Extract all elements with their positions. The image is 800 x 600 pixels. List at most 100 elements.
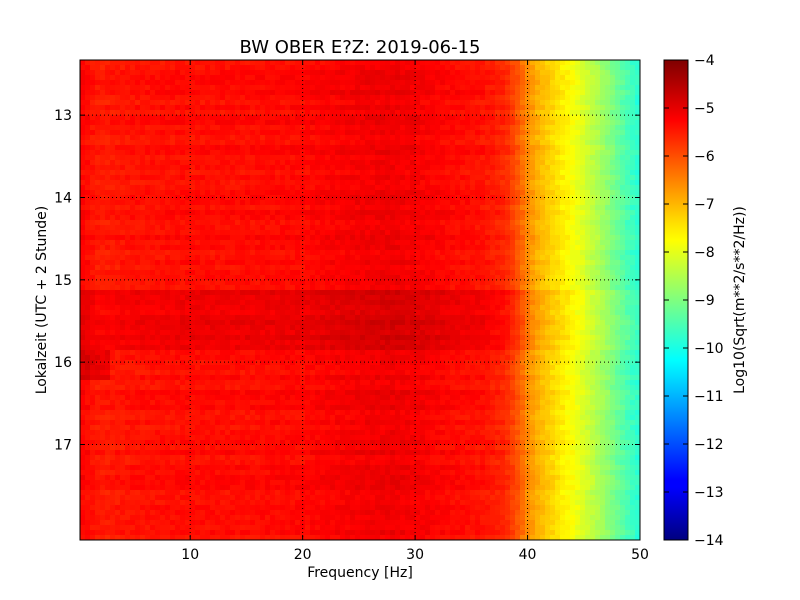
heatmap-cell	[160, 185, 166, 191]
heatmap-cell	[395, 110, 401, 116]
heatmap-cell	[115, 260, 121, 266]
heatmap-cell	[520, 200, 526, 206]
heatmap-cell	[340, 75, 346, 81]
heatmap-cell	[600, 235, 606, 241]
heatmap-cell	[160, 85, 166, 91]
heatmap-cell	[225, 270, 231, 276]
heatmap-cell	[415, 95, 421, 101]
heatmap-cell	[495, 265, 501, 271]
heatmap-cell	[485, 185, 491, 191]
heatmap-cell	[635, 215, 641, 221]
heatmap-cell	[175, 210, 181, 216]
heatmap-cell	[215, 175, 221, 181]
heatmap-cell	[450, 210, 456, 216]
heatmap-cell	[620, 230, 626, 236]
heatmap-cell	[560, 145, 566, 151]
heatmap-cell	[510, 210, 516, 216]
heatmap-cell	[280, 280, 286, 286]
heatmap-cell	[435, 105, 441, 111]
heatmap-cell	[480, 185, 486, 191]
heatmap-cell	[550, 130, 556, 136]
heatmap-cell	[120, 280, 126, 286]
heatmap-cell	[510, 75, 516, 81]
heatmap-cell	[455, 225, 461, 231]
heatmap-cell	[320, 265, 326, 271]
heatmap-cell	[210, 210, 216, 216]
heatmap-cell	[220, 110, 226, 116]
heatmap-cell	[345, 250, 351, 256]
heatmap-cell	[455, 275, 461, 281]
heatmap-cell	[120, 145, 126, 151]
heatmap-cell	[220, 90, 226, 96]
heatmap-cell	[290, 105, 296, 111]
heatmap-cell	[250, 280, 256, 286]
heatmap-cell	[180, 145, 186, 151]
heatmap-cell	[185, 175, 191, 181]
heatmap-cell	[290, 185, 296, 191]
heatmap-cell	[225, 175, 231, 181]
heatmap-cell	[635, 225, 641, 231]
heatmap-cell	[560, 200, 566, 206]
heatmap-cell	[290, 200, 296, 206]
heatmap-cell	[605, 275, 611, 281]
heatmap-cell	[185, 195, 191, 201]
heatmap-cell	[225, 110, 231, 116]
heatmap-cell	[580, 100, 586, 106]
heatmap-cell	[485, 255, 491, 261]
heatmap-cell	[550, 200, 556, 206]
heatmap-cell	[615, 105, 621, 111]
heatmap-cell	[185, 160, 191, 166]
heatmap-cell	[170, 85, 176, 91]
heatmap-cell	[190, 185, 196, 191]
heatmap-cell	[560, 235, 566, 241]
heatmap-cell	[510, 95, 516, 101]
heatmap-cell	[105, 225, 111, 231]
heatmap-cell	[600, 115, 606, 121]
heatmap-cell	[215, 105, 221, 111]
heatmap-cell	[210, 170, 216, 176]
heatmap-cell	[560, 165, 566, 171]
heatmap-cell	[260, 255, 266, 261]
heatmap-cell	[235, 180, 241, 186]
heatmap-cell	[205, 65, 211, 71]
heatmap-cell	[485, 105, 491, 111]
heatmap-cell	[205, 205, 211, 211]
heatmap-cell	[455, 270, 461, 276]
heatmap-cell	[580, 230, 586, 236]
heatmap-cell	[155, 140, 161, 146]
heatmap-cell	[450, 170, 456, 176]
heatmap-cell	[230, 115, 236, 121]
heatmap-cell	[385, 125, 391, 131]
heatmap-cell	[555, 220, 561, 226]
heatmap-cell	[165, 245, 171, 251]
heatmap-cell	[510, 260, 516, 266]
heatmap-cell	[260, 175, 266, 181]
heatmap-cell	[565, 195, 571, 201]
heatmap-cell	[110, 125, 116, 131]
heatmap-cell	[360, 225, 366, 231]
heatmap-cell	[260, 190, 266, 196]
heatmap-cell	[575, 225, 581, 231]
heatmap-cell	[110, 270, 116, 276]
heatmap-cell	[325, 90, 331, 96]
heatmap-cell	[240, 240, 246, 246]
heatmap-cell	[570, 190, 576, 196]
heatmap-cell	[155, 265, 161, 271]
heatmap-cell	[275, 215, 281, 221]
heatmap-cell	[510, 120, 516, 126]
heatmap-cell	[90, 175, 96, 181]
heatmap-cell	[90, 75, 96, 81]
heatmap-cell	[205, 110, 211, 116]
heatmap-cell	[140, 120, 146, 126]
heatmap-cell	[490, 125, 496, 131]
heatmap-cell	[445, 275, 451, 281]
heatmap-cell	[335, 205, 341, 211]
heatmap-cell	[265, 265, 271, 271]
heatmap-cell	[240, 110, 246, 116]
heatmap-cell	[450, 155, 456, 161]
heatmap-cell	[555, 140, 561, 146]
heatmap-cell	[590, 225, 596, 231]
heatmap-cell	[490, 90, 496, 96]
heatmap-cell	[540, 140, 546, 146]
heatmap-cell	[105, 215, 111, 221]
